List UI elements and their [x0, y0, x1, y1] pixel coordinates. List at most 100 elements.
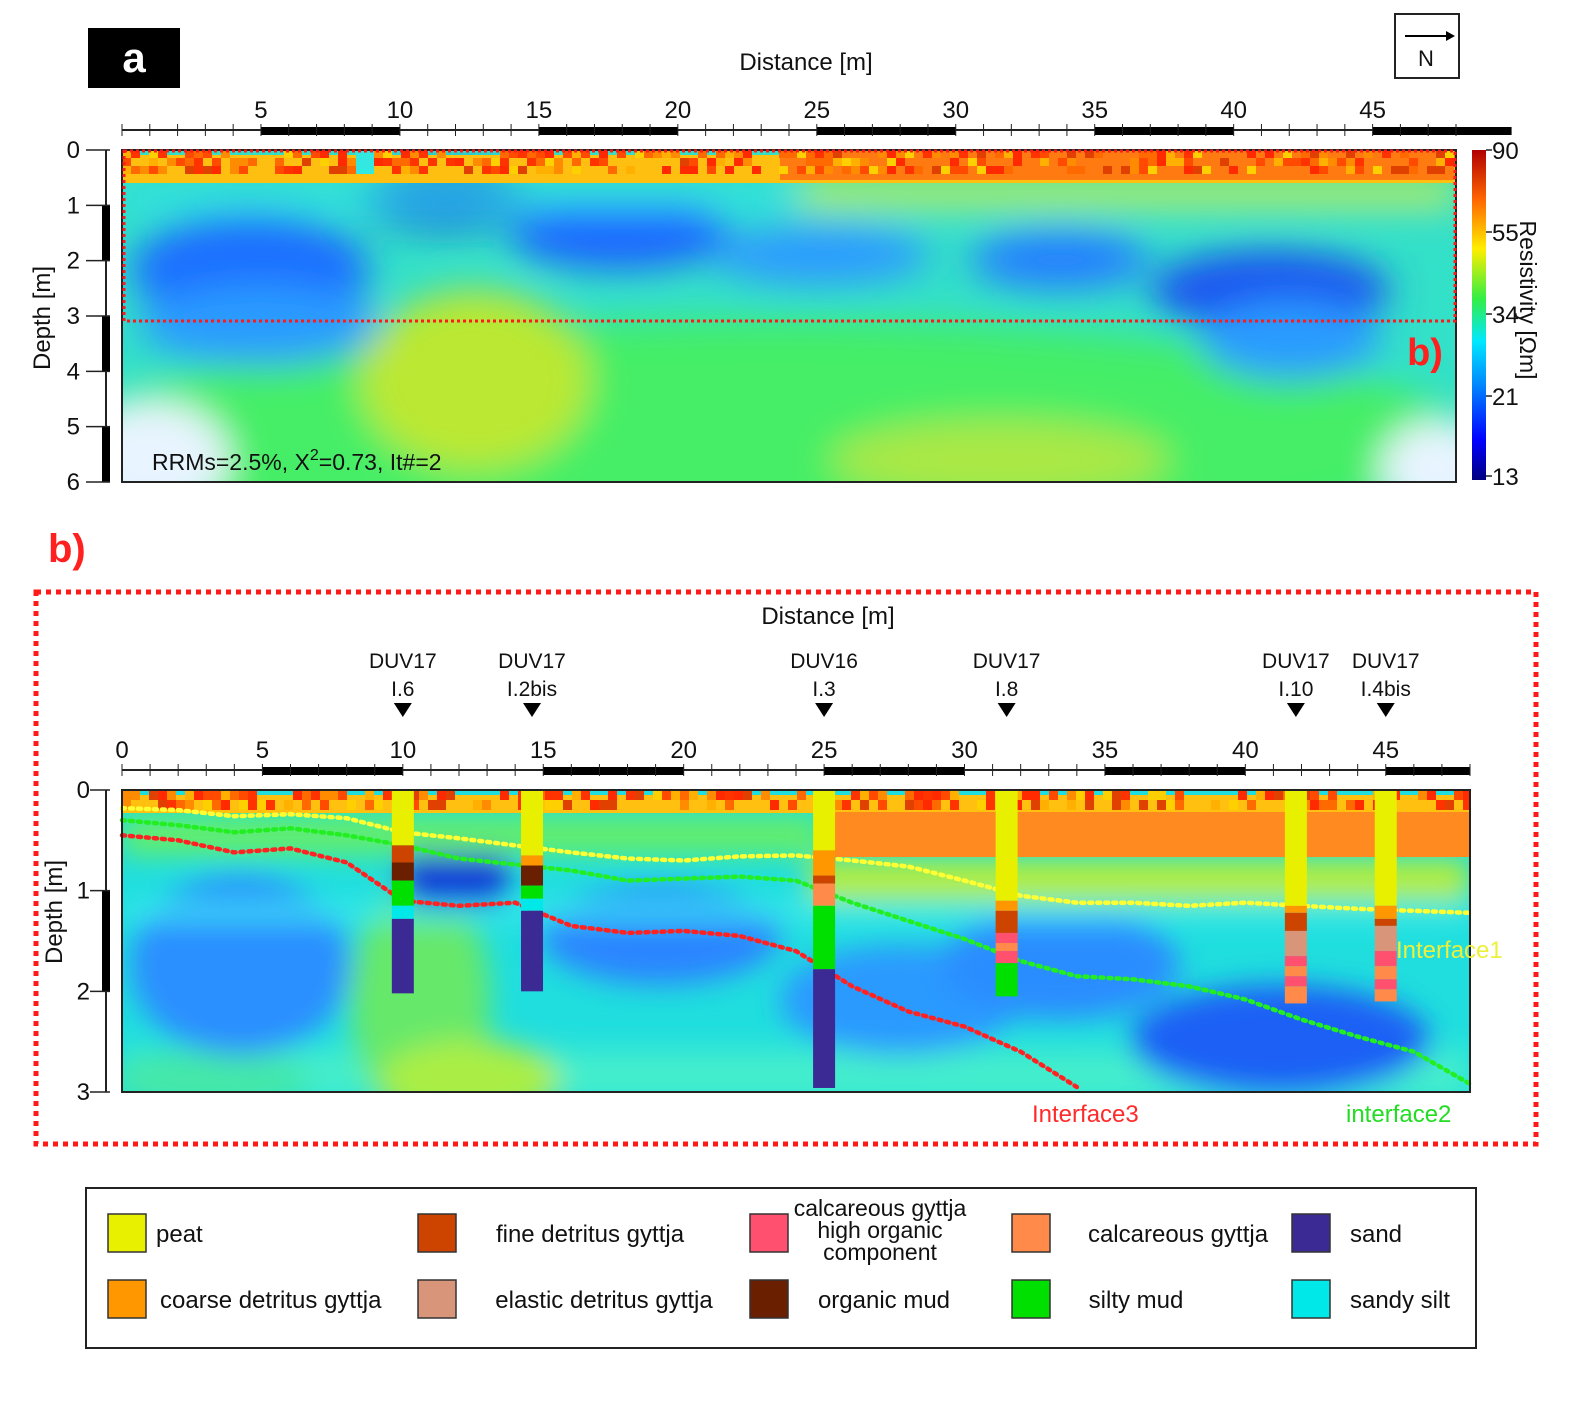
panel-b-resistivity-cell: [1175, 790, 1184, 800]
panel-b-resistivity-cell: [329, 790, 338, 800]
panel-b-resistivity-cell: [185, 800, 194, 810]
rrms-annotation: RRMs=2.5%, X2=0.73, It#=2: [152, 447, 442, 475]
panel-a-resistivity-cell: [842, 158, 851, 166]
legend-items: peat fine detritus gyttja calcareous gyttj…: [107, 1195, 1450, 1319]
panel-a-resistivity-cell: [1184, 166, 1193, 174]
panel-a-resistivity-cell: [716, 150, 725, 158]
panel-a-resistivity-cell: [806, 150, 815, 158]
panel-b-resistivity-cell: [923, 790, 932, 800]
panel-a-resistivity-cell: [329, 166, 338, 174]
borehole-layer: [391, 905, 414, 919]
legend-swatch: [1291, 1279, 1331, 1319]
panel-a-ruler-band: [260, 127, 400, 135]
panel-a-resistivity-cell: [419, 150, 428, 158]
panel-b-resistivity-cell: [1229, 800, 1238, 810]
panel-a-resistivity-cell: [284, 166, 293, 174]
panel-a-resistivity-cell: [1319, 150, 1328, 158]
panel-a-resistivity-cell: [815, 150, 824, 158]
panel-a-resistivity-cell: [338, 166, 347, 174]
panel-a-resistivity-cell: [509, 166, 518, 174]
panel-a-resistivity-cell: [644, 150, 653, 158]
panel-a-resistivity-cell: [1247, 166, 1256, 174]
panel-a-resistivity-cell: [707, 158, 716, 166]
borehole-layer: [813, 969, 836, 1088]
panel-a-resistivity-cell: [410, 158, 419, 166]
panel-a-resistivity-cell: [905, 166, 914, 174]
panel-a-resistivity-cell: [491, 166, 500, 174]
panel-b-resistivity-cell: [797, 790, 806, 800]
panel-a-resistivity-cell: [986, 166, 995, 174]
panel-b-dashed-frame: [33, 589, 1539, 1147]
panel-b-resistivity-cell: [293, 790, 302, 800]
legend-swatch: [1011, 1213, 1051, 1253]
panel-a-resistivity-cell: [284, 150, 293, 158]
panel-a-y-tick-label: 3: [67, 303, 80, 330]
inset-b-label: b): [1407, 332, 1443, 374]
panel-a-resistivity-cell: [239, 158, 248, 166]
rrms-sup: 2: [310, 447, 319, 464]
panel-a-resistivity-cell: [1058, 158, 1067, 166]
panel-b-resistivity-cell: [671, 790, 680, 800]
panel-a-resistivity-cell: [824, 166, 833, 174]
panel-b-x-tick-label: 10: [389, 737, 416, 764]
panel-b-x-tick-label: 45: [1372, 737, 1399, 764]
panel-b-resistivity-cell: [923, 800, 932, 810]
panel-a-resistivity-cell: [365, 166, 374, 174]
panel-a-resistivity-cell: [464, 166, 473, 174]
panel-b-resistivity-cell: [833, 800, 842, 810]
panel-a-resistivity-cell: [1400, 150, 1409, 158]
panel-a-resistivity-cell: [1391, 166, 1400, 174]
borehole-id: I.2bis: [507, 678, 557, 701]
panel-b-y-tick-label: 0: [77, 777, 90, 804]
panel-b-resistivity-cell: [122, 790, 131, 800]
panel-b-resistivity-cell: [1067, 800, 1076, 810]
borehole-layer: [1374, 918, 1397, 926]
panel-a-resistivity-cell: [1175, 158, 1184, 166]
panel-a-ruler-band: [1094, 127, 1234, 135]
borehole-marker-icon: [1376, 703, 1395, 717]
panel-a-resistivity-cell: [842, 166, 851, 174]
panel-b-resistivity-cell: [419, 790, 428, 800]
legend-label: fine detritus gyttja: [496, 1221, 685, 1248]
panel-a-resistivity-cell: [860, 158, 869, 166]
panel-a-resistivity-cell: [500, 158, 509, 166]
panel-b-ruler-band: [1385, 767, 1470, 775]
panel-a-resistivity-cell: [851, 158, 860, 166]
colorbar-tick-label: 21: [1492, 384, 1519, 411]
panel-a-resistivity-cell: [1247, 150, 1256, 158]
borehole-layer: [995, 790, 1018, 901]
panel-a-resistivity-cell: [788, 150, 797, 158]
panel-b-ruler-band: [102, 890, 110, 992]
panel-b-resistivity-cell: [347, 800, 356, 810]
panel-a-resistivity-cell: [932, 166, 941, 174]
borehole-layer: [521, 865, 544, 886]
panel-a-resistivity-cell: [338, 150, 347, 158]
panel-a-resistivity-cell: [365, 150, 374, 158]
panel-b-resistivity-cell: [1148, 790, 1157, 800]
panel-b-resistivity-cell: [743, 790, 752, 800]
colorbar-tick-label: 34: [1492, 302, 1519, 329]
panel-a-resistivity-cell: [959, 166, 968, 174]
panel-b-x-tick-label: 15: [530, 737, 557, 764]
panel-a-resistivity-cell: [653, 150, 662, 158]
panel-b-resistivity-cell: [311, 790, 320, 800]
panel-a-resistivity-cell: [581, 150, 590, 158]
panel-b-resistivity-cell: [1328, 790, 1337, 800]
panel-b-resistivity-cell: [1049, 790, 1058, 800]
panel-a-resistivity-cell: [347, 166, 356, 174]
panel-b-ruler-band: [1104, 767, 1246, 775]
panel-a-resistivity-cell: [383, 158, 392, 166]
panel-a-resistivity-cell: [1337, 158, 1346, 166]
panel-a-resistivity-cell: [383, 150, 392, 158]
panel-a-resistivity-cell: [1103, 166, 1112, 174]
panel-b-resistivity-cell: [1112, 800, 1121, 810]
panel-a-resistivity-cell: [275, 158, 284, 166]
panel-a-resistivity-cell: [1076, 166, 1085, 174]
north-label: N: [1418, 46, 1434, 71]
panel-a-resistivity-cell: [599, 150, 608, 158]
panel-a-resistivity-cell: [1148, 158, 1157, 166]
panel-a-resistivity-cell: [356, 158, 365, 166]
panel-b-resistivity-cell: [914, 790, 923, 800]
panel-a-resistivity-cell: [203, 166, 212, 174]
panel-a-resistivity-cell: [1346, 158, 1355, 166]
